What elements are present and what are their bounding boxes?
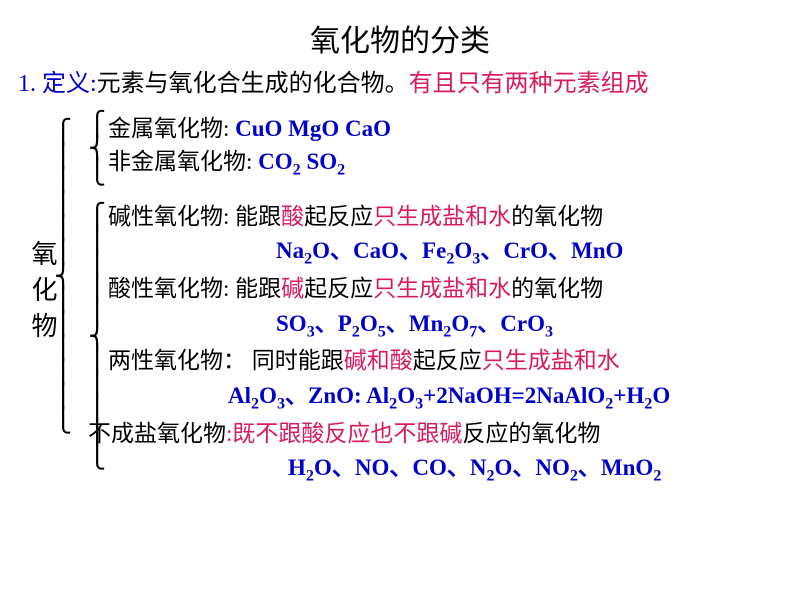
t3: 起反应	[413, 348, 482, 373]
t2: 反应的氧化物	[462, 421, 600, 446]
t1: 能跟	[235, 276, 281, 301]
def-label: 定义:	[42, 71, 97, 97]
row-metal-oxide: 金属氧化物: CuO MgO CaO	[108, 112, 800, 145]
t3: 起反应	[304, 204, 373, 229]
t2: 碱和酸	[344, 348, 413, 373]
row-nonsalt-formulas: H2O、NO、CO、N2O、NO2、MnO2	[108, 451, 800, 489]
row-amphoteric-formulas: Al2O3、ZnO: Al2O3+2NaOH=2NaAlO2+H2O	[108, 379, 800, 417]
row-nonsalt-oxide: 不成盐氧化物:既不跟酸反应也不跟碱反应的氧化物	[88, 417, 800, 452]
row-basic-formulas: Na2O、CaO、Fe2O3、CrO、MnO	[108, 234, 800, 272]
t1: 既不跟酸反应也不跟碱	[232, 421, 462, 446]
t2: 酸	[281, 204, 304, 229]
group2-brace-icon: ⎧ ⎪ ⎪ ⎪ ⎪ ⎨ ⎪ ⎪ ⎪ ⎪ ⎩	[90, 204, 104, 468]
label: 金属氧化物:	[108, 116, 229, 141]
formulas: Na2O、CaO、Fe2O3、CrO、MnO	[276, 238, 623, 263]
t4: 只生成盐和水	[373, 276, 511, 301]
t5: 的氧化物	[511, 276, 603, 301]
def-num: 1.	[18, 71, 36, 97]
group-by-element: ⎧ ⎨ ⎩ 金属氧化物: CuO MgO CaO 非金属氧化物: CO2 SO2	[108, 112, 800, 182]
t4: 只生成盐和水	[373, 204, 511, 229]
row-nonmetal-oxide: 非金属氧化物: CO2 SO2	[108, 145, 800, 182]
t1: 同时能跟	[252, 348, 344, 373]
def-text: 元素与氧化合生成的化合物。	[97, 71, 409, 97]
label: 碱性氧化物:	[108, 204, 229, 229]
label: 酸性氧化物:	[108, 276, 229, 301]
t1: 能跟	[235, 204, 281, 229]
colon: ：	[223, 348, 246, 373]
t3: 起反应	[304, 276, 373, 301]
t5: 的氧化物	[511, 204, 603, 229]
row-amphoteric-oxide: 两性氧化物： 同时能跟碱和酸起反应只生成盐和水	[108, 344, 800, 379]
row-basic-oxide: 碱性氧化物: 能跟酸起反应只生成盐和水的氧化物	[108, 200, 800, 235]
group-by-reaction: ⎧ ⎪ ⎪ ⎪ ⎪ ⎨ ⎪ ⎪ ⎪ ⎪ ⎩ 碱性氧化物: 能跟酸起反应只生成盐和…	[108, 200, 800, 489]
def-red: 有且只有两种元素组成	[409, 71, 649, 97]
formulas: CO2 SO2	[258, 149, 345, 174]
row-acidic-formulas: SO3、P2O5、Mn2O7、CrO3	[108, 307, 800, 345]
t2: 碱	[281, 276, 304, 301]
group1-brace-icon: ⎧ ⎨ ⎩	[90, 112, 104, 184]
label: 非金属氧化物:	[108, 149, 252, 174]
formulas: CuO MgO CaO	[235, 116, 391, 141]
formulas: SO3、P2O5、Mn2O7、CrO3	[276, 311, 553, 336]
t4: 只生成盐和水	[482, 348, 620, 373]
classification-tree: 氧化物 ⎧ ⎪ ⎪ ⎪ ⎪ ⎪ ⎨ ⎪ ⎪ ⎪ ⎪ ⎪ ⎩ ⎧ ⎨ ⎩ 金属氧化…	[0, 112, 800, 489]
formulas: H2O、NO、CO、N2O、NO2、MnO2	[288, 455, 661, 480]
definition-line: 1. 定义:元素与氧化合生成的化合物。有且只有两种元素组成	[0, 68, 800, 102]
main-brace-icon: ⎧ ⎪ ⎪ ⎪ ⎪ ⎪ ⎨ ⎪ ⎪ ⎪ ⎪ ⎪ ⎩	[56, 120, 70, 432]
label: 不成盐氧化物	[88, 421, 226, 446]
row-acidic-oxide: 酸性氧化物: 能跟碱起反应只生成盐和水的氧化物	[108, 272, 800, 307]
formulas: Al2O3、ZnO: Al2O3+2NaOH=2NaAlO2+H2O	[228, 383, 670, 408]
label: 两性氧化物	[108, 348, 223, 373]
page-title: 氧化物的分类	[0, 0, 800, 68]
